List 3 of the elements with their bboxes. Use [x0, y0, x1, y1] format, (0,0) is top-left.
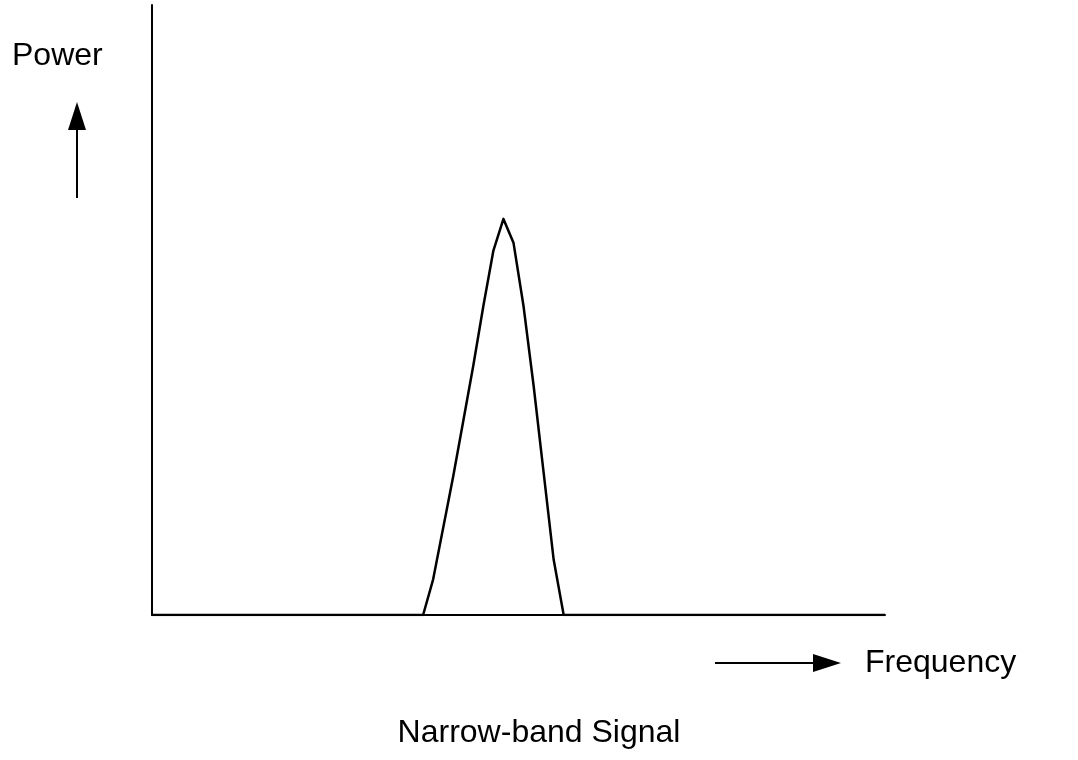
text: Narrow-band Signal [397, 713, 681, 749]
x-axis-title: Frequency [865, 643, 1017, 679]
y-axis-title: Power [12, 36, 104, 72]
